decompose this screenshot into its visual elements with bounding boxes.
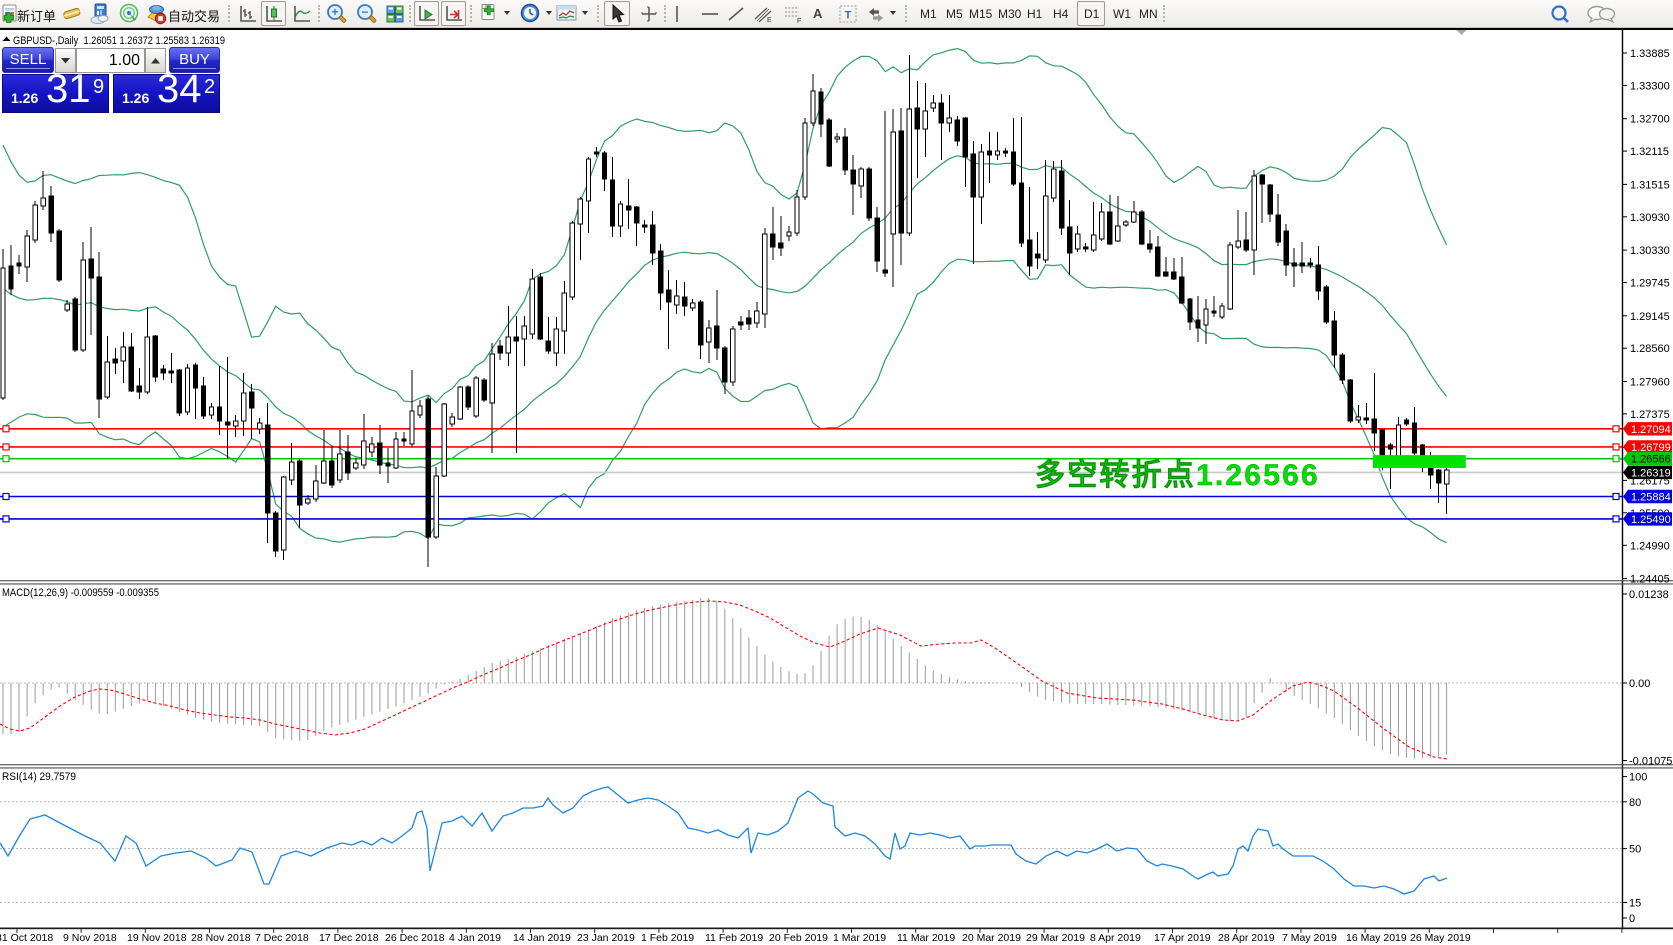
svg-text:1.24990: 1.24990 [1630, 540, 1670, 552]
svg-text:4 Jan 2019: 4 Jan 2019 [449, 932, 501, 944]
svg-text:14 Jan 2019: 14 Jan 2019 [513, 932, 571, 944]
svg-text:50: 50 [1629, 844, 1641, 856]
svg-text:1.29145: 1.29145 [1630, 311, 1670, 323]
svg-text:11 Feb 2019: 11 Feb 2019 [705, 932, 763, 944]
svg-text:T: T [845, 10, 852, 22]
svg-text:1.30330: 1.30330 [1630, 245, 1670, 257]
svg-text:17 Dec 2018: 17 Dec 2018 [319, 932, 379, 944]
svg-text:0: 0 [1629, 913, 1635, 925]
svg-text:29 Mar 2019: 29 Mar 2019 [1026, 932, 1085, 944]
svg-text:100: 100 [1629, 772, 1647, 784]
svg-text:RSI(14) 29.7579: RSI(14) 29.7579 [2, 771, 76, 783]
svg-text:1.27375: 1.27375 [1630, 409, 1670, 421]
svg-text:19 Nov 2018: 19 Nov 2018 [127, 932, 187, 944]
svg-text:1.25884: 1.25884 [1631, 492, 1671, 504]
svg-text:1.26566: 1.26566 [1631, 454, 1671, 466]
svg-text:23 Jan 2019: 23 Jan 2019 [577, 932, 635, 944]
svg-text:1.29745: 1.29745 [1630, 278, 1670, 290]
svg-text:GBPUSD-,Daily 1.26051 1.26372: GBPUSD-,Daily 1.26051 1.26372 1.25583 1.… [13, 35, 225, 47]
svg-text:1 Feb 2019: 1 Feb 2019 [641, 932, 694, 944]
svg-text:1.32700: 1.32700 [1630, 114, 1670, 126]
svg-text:F: F [797, 18, 801, 24]
svg-text:1.27960: 1.27960 [1630, 377, 1670, 389]
svg-text:26 May 2019: 26 May 2019 [1410, 932, 1471, 944]
svg-text:−: − [361, 5, 368, 19]
svg-text:E: E [767, 17, 772, 24]
svg-text:17 Apr 2019: 17 Apr 2019 [1154, 932, 1211, 944]
svg-text:26 Dec 2018: 26 Dec 2018 [385, 932, 445, 944]
svg-text:16 May 2019: 16 May 2019 [1346, 932, 1407, 944]
svg-text:MACD(12,26,9) -0.009559 -0.009: MACD(12,26,9) -0.009559 -0.009355 [2, 587, 159, 599]
svg-text:1.30930: 1.30930 [1630, 212, 1670, 224]
svg-text:0.00: 0.00 [1629, 678, 1650, 690]
svg-text:1.28560: 1.28560 [1630, 343, 1670, 355]
svg-text:20 Feb 2019: 20 Feb 2019 [769, 932, 828, 944]
svg-text:7 Dec 2018: 7 Dec 2018 [255, 932, 309, 944]
svg-text:1.26319: 1.26319 [1631, 467, 1671, 479]
svg-text:8 Apr 2019: 8 Apr 2019 [1090, 932, 1141, 944]
svg-text:多空转折点1.26566: 多空转折点1.26566 [1035, 459, 1320, 492]
svg-text:1.26799: 1.26799 [1631, 442, 1671, 454]
svg-text:28 Apr 2019: 28 Apr 2019 [1218, 932, 1275, 944]
svg-text:1.33885: 1.33885 [1630, 48, 1670, 60]
svg-text:1.32115: 1.32115 [1630, 146, 1669, 158]
svg-text:1.31515: 1.31515 [1630, 179, 1670, 191]
svg-text:31 Oct 2018: 31 Oct 2018 [0, 932, 53, 944]
svg-text:7 May 2019: 7 May 2019 [1282, 932, 1337, 944]
svg-text:28 Nov 2018: 28 Nov 2018 [191, 932, 251, 944]
svg-text:1.24405: 1.24405 [1630, 574, 1670, 586]
svg-text:9 Nov 2018: 9 Nov 2018 [63, 932, 117, 944]
svg-text:+: + [331, 5, 338, 19]
svg-text:1.27094: 1.27094 [1631, 424, 1671, 436]
svg-text:1.25490: 1.25490 [1631, 514, 1671, 526]
svg-text:20 Mar 2019: 20 Mar 2019 [962, 932, 1021, 944]
svg-text:1.33300: 1.33300 [1630, 80, 1670, 92]
svg-text:15: 15 [1629, 898, 1641, 910]
svg-text:0.01238: 0.01238 [1629, 589, 1669, 601]
svg-text:1 Mar 2019: 1 Mar 2019 [833, 932, 886, 944]
svg-text:80: 80 [1629, 797, 1641, 809]
svg-text:11 Mar 2019: 11 Mar 2019 [897, 932, 955, 944]
